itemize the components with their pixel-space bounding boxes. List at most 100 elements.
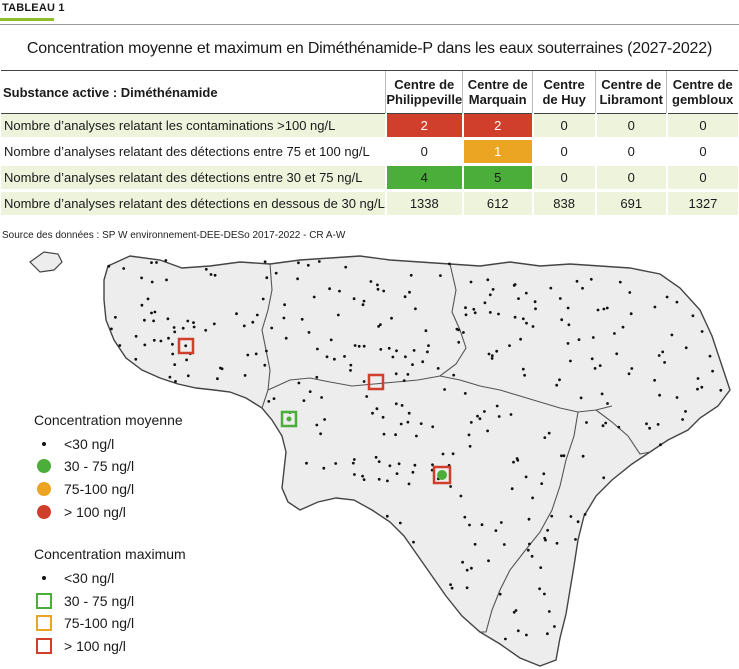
sample-point (461, 560, 464, 564)
sample-point (531, 496, 534, 500)
sample-point (618, 280, 622, 284)
sample-point (152, 338, 156, 342)
sample-point (431, 425, 435, 429)
legend-mean-item: 30 - 75 ng/l (36, 456, 134, 476)
label-accent-bar (0, 18, 54, 21)
legend-red-circle-icon (37, 505, 51, 519)
table-cell: 0 (594, 138, 667, 166)
sample-point (546, 632, 549, 636)
sample-point (480, 523, 484, 527)
sample-point (630, 367, 634, 370)
sample-point (696, 377, 700, 380)
sample-point (521, 317, 525, 321)
legend-mean-item: 75-100 ng/l (36, 479, 134, 499)
sample-point (495, 349, 499, 353)
sample-point (107, 264, 111, 268)
legend-red-square-icon (36, 638, 52, 654)
sample-point (517, 297, 520, 300)
sample-point (140, 303, 144, 307)
sample-point (414, 307, 417, 311)
sample-point (590, 357, 594, 361)
sample-point (504, 637, 507, 641)
sample-point (457, 340, 461, 344)
sample-point (243, 374, 247, 377)
legend-mean-title: Concentration moyenne (34, 412, 183, 428)
sample-point (549, 286, 553, 290)
sample-point (209, 273, 213, 276)
sample-point (569, 515, 573, 518)
sample-point (469, 421, 473, 424)
corner-header: Substance active : Diméthénamide (1, 70, 386, 114)
sample-point (665, 295, 669, 299)
sample-point (344, 265, 348, 269)
table-cell: 1 (461, 138, 533, 166)
sample-point (398, 521, 402, 525)
table-cell: 4 (384, 164, 463, 192)
sample-point (377, 460, 381, 463)
sample-point (272, 397, 276, 400)
sample-point (186, 319, 190, 323)
sample-point (589, 277, 593, 281)
sample-point (516, 629, 520, 633)
sample-point (166, 317, 170, 321)
sample-point (336, 313, 340, 317)
sample-point (700, 385, 704, 389)
marker-square-red (367, 373, 385, 391)
sample-point (700, 330, 704, 333)
sample-point (399, 422, 403, 426)
table-cell: 0 (594, 113, 667, 140)
sample-point (452, 373, 456, 377)
sample-point (315, 423, 319, 427)
legend-mean-item: > 100 ng/l (36, 502, 126, 522)
sample-point (325, 355, 329, 359)
sample-point (502, 543, 506, 546)
sample-point (441, 452, 445, 456)
sample-point (483, 301, 487, 305)
marker-square-red (432, 465, 452, 485)
sample-point (297, 261, 300, 265)
sample-point (386, 479, 389, 483)
sample-point (351, 461, 355, 465)
table-cell: 838 (531, 190, 596, 218)
sample-point (267, 400, 271, 403)
sample-point (684, 346, 688, 350)
sample-point (658, 393, 661, 397)
sample-point (349, 363, 353, 367)
col-header-huy: Centre de Huy (532, 70, 596, 114)
sample-point (413, 463, 417, 467)
sample-point (525, 321, 528, 325)
sample-point (395, 472, 399, 475)
sample-point (173, 363, 177, 366)
sample-point (411, 470, 415, 474)
sample-point (255, 313, 259, 317)
sample-point (567, 323, 571, 327)
sample-point (657, 354, 661, 357)
sample-point (463, 515, 467, 519)
sample-point (467, 433, 471, 437)
table-cell: 1338 (384, 190, 463, 218)
sample-point (521, 367, 525, 371)
legend-max-item: 30 - 75 ng/l (36, 591, 134, 611)
sample-point (382, 289, 386, 293)
sample-point (574, 538, 577, 541)
sample-point (472, 307, 476, 311)
legend-max-item: 75-100 ng/l (36, 613, 134, 633)
sample-point (375, 407, 379, 411)
sample-point (488, 311, 492, 314)
sample-point (315, 375, 319, 379)
sample-point (377, 477, 381, 481)
sample-point (663, 361, 666, 364)
sample-point (403, 295, 407, 299)
sample-point (184, 344, 188, 348)
sample-point (575, 279, 579, 283)
sample-point (558, 297, 562, 300)
sample-point (379, 323, 382, 326)
sample-point (661, 350, 665, 354)
sample-point (143, 318, 146, 322)
sample-point (585, 421, 588, 424)
sample-point (171, 352, 175, 356)
sample-point (524, 291, 528, 295)
sample-point (448, 262, 451, 266)
sample-point (543, 436, 547, 439)
marker-square-red (177, 337, 195, 355)
